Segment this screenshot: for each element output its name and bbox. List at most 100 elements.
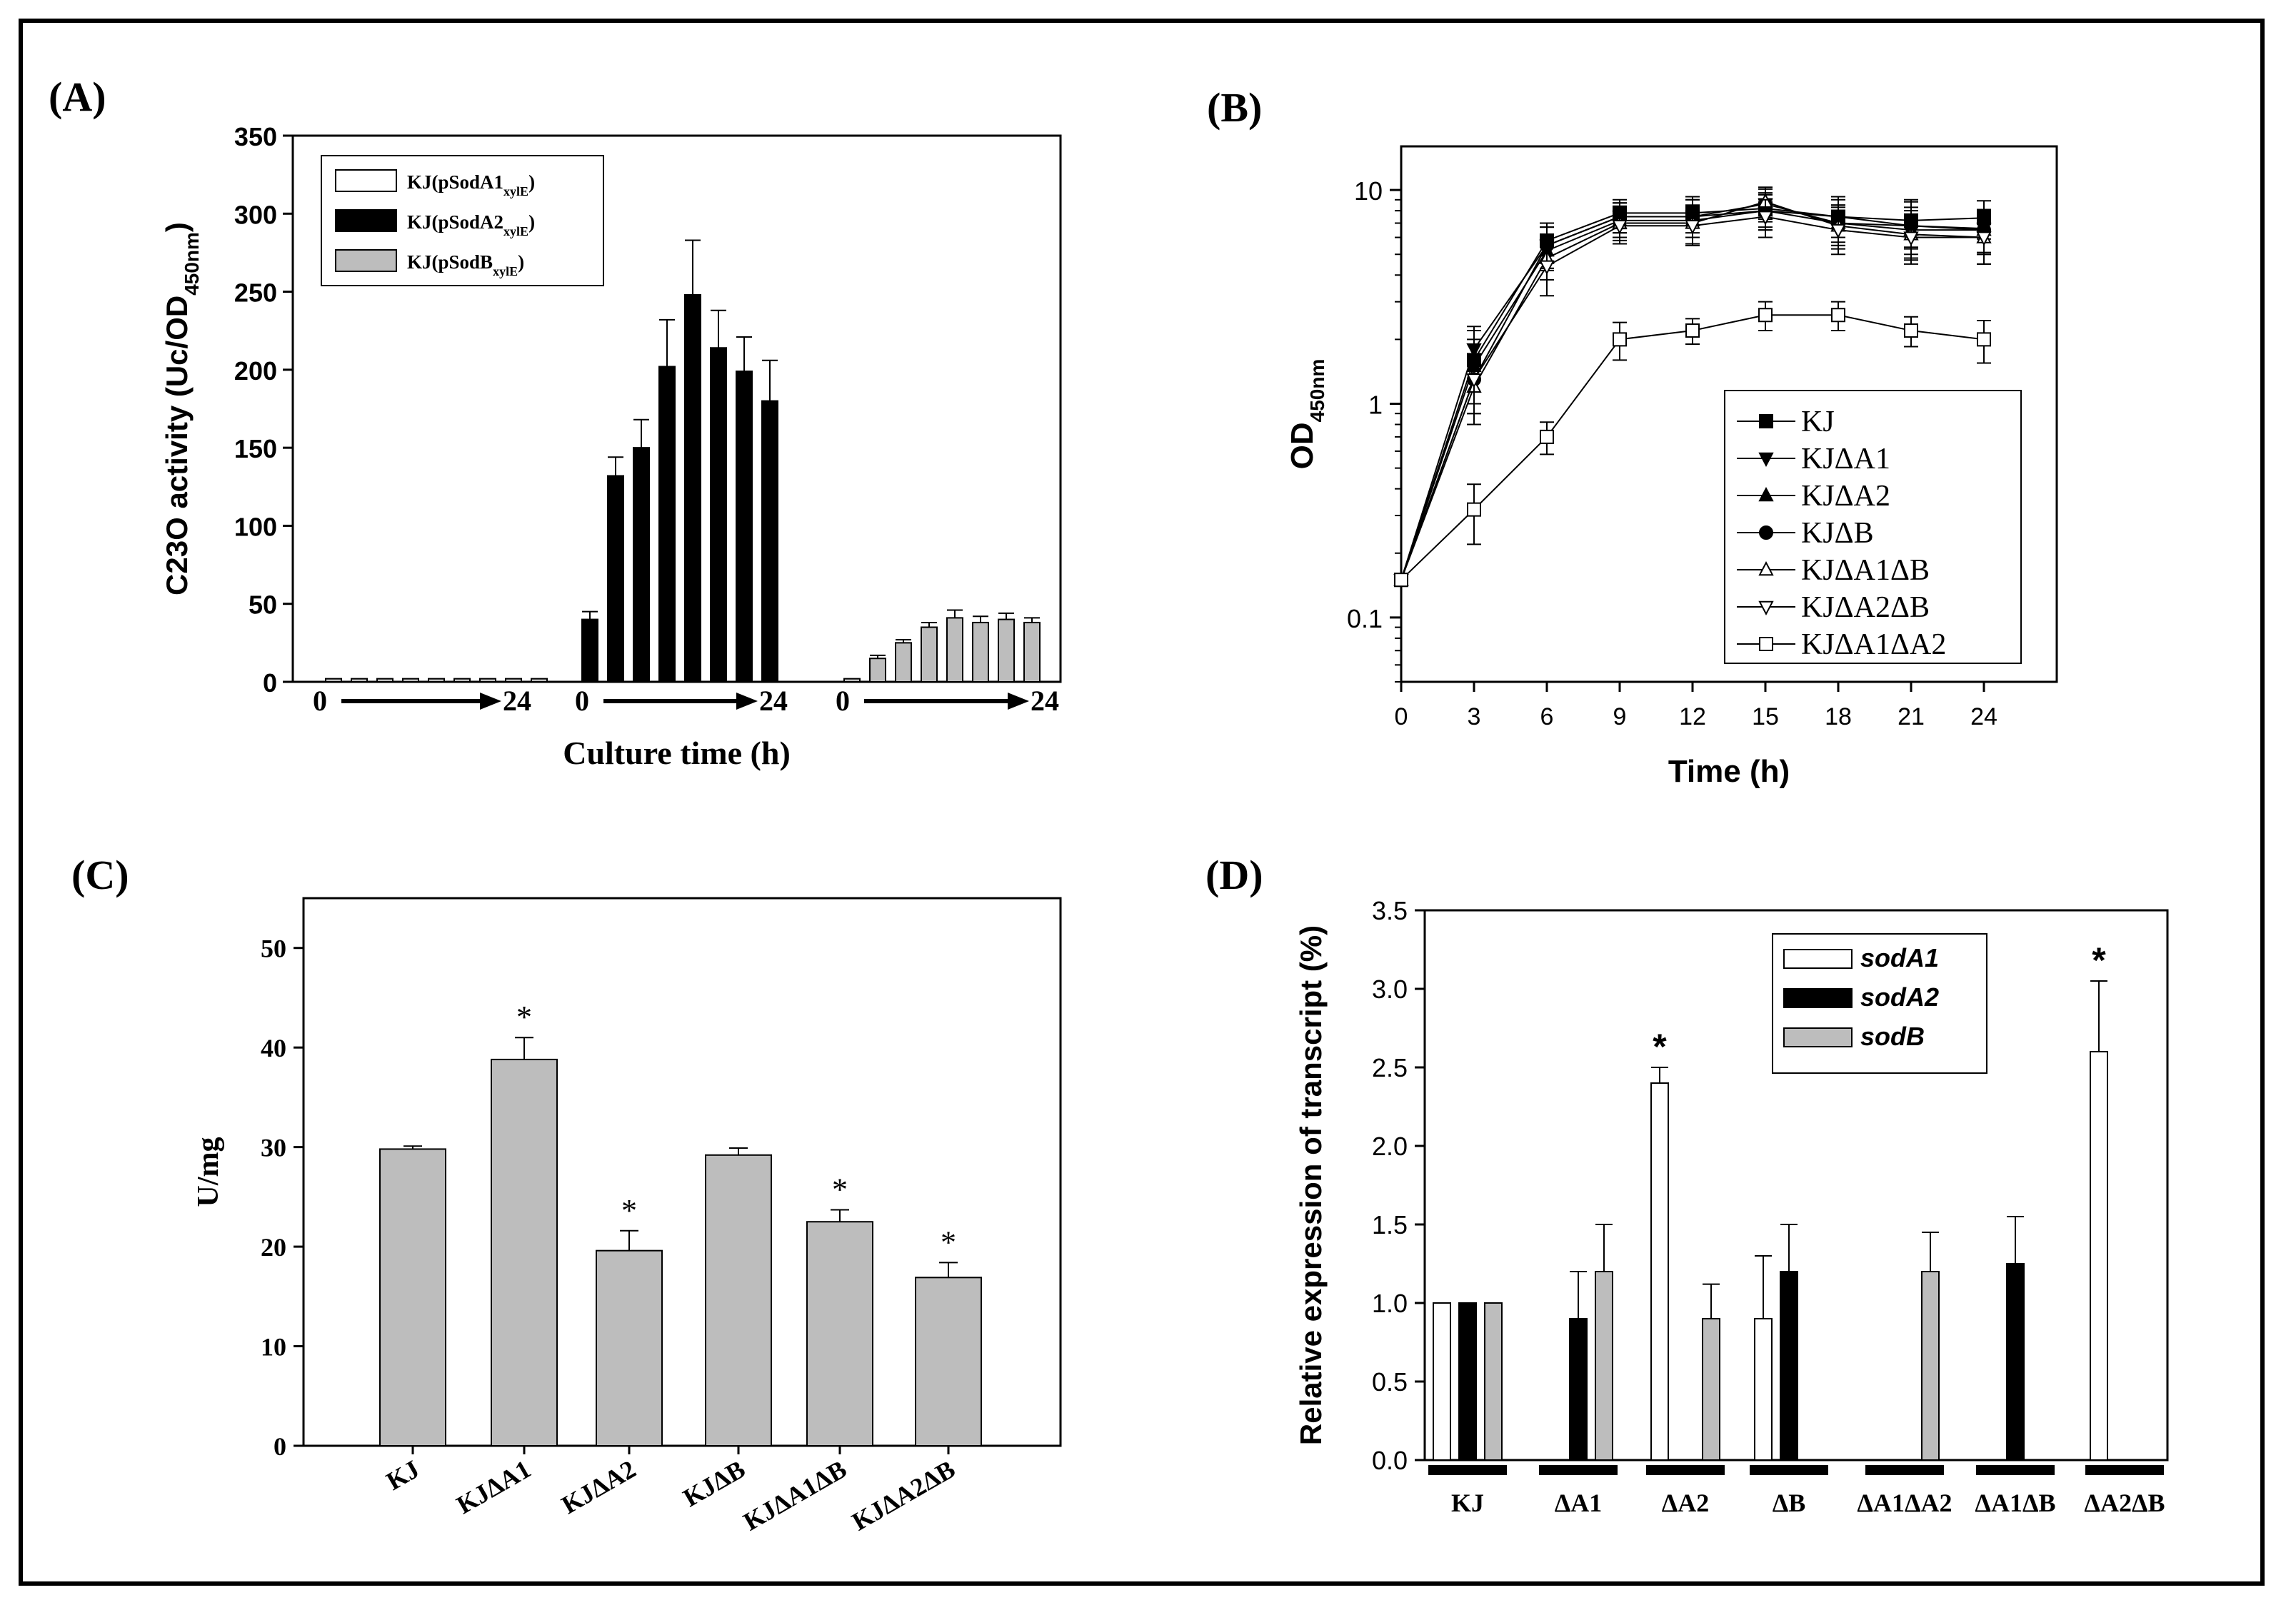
panel-a-bar xyxy=(479,678,496,683)
panel-b-legend-marker xyxy=(1758,600,1774,616)
panel-b-point xyxy=(1540,429,1554,444)
panel-a-bar xyxy=(351,678,368,683)
panel-b-legend-label: KJΔA2 xyxy=(1801,480,1890,513)
panel-a-legend-label: KJ(pSodBxylE) xyxy=(407,251,524,278)
panel-d-xtick-label: ΔA1ΔA2 xyxy=(1857,1489,1952,1517)
panel-d-ytick-label: 2.5 xyxy=(1372,1053,1408,1082)
panel-a-legend-label-end: ) xyxy=(528,211,535,233)
panel-a-ytick-label: 100 xyxy=(234,512,277,541)
panel-a-bar xyxy=(658,366,676,683)
panel-d-xtick-label: ΔA2ΔB xyxy=(2084,1489,2165,1517)
panel-b-xtick-label: 15 xyxy=(1752,703,1779,730)
panel-a-bar xyxy=(946,617,963,683)
panel-d-bar xyxy=(1650,1082,1669,1461)
panel-d-bar xyxy=(1921,1271,1940,1461)
panel-b-point xyxy=(1977,332,1991,347)
panel-a-legend-label: KJ(pSodA2xylE) xyxy=(407,211,535,238)
panel-b-point xyxy=(1685,220,1700,235)
panel-a-ylabel-end: ) xyxy=(160,222,194,232)
panel-a-legend-label-sub: xylE xyxy=(503,224,528,238)
panel-a-ytick-label: 200 xyxy=(234,356,277,386)
panel-c-label: (C) xyxy=(71,852,129,898)
panel-b-legend-marker xyxy=(1758,452,1774,468)
panel-a-ylabel-main: C23O activity (Uc/OD xyxy=(160,296,194,595)
panel-a-ytick-label: 150 xyxy=(234,434,277,463)
panel-c-ylabel: U/mg xyxy=(192,1137,225,1207)
panel-a-bar xyxy=(684,293,701,683)
panel-a-legend-label-sub: xylE xyxy=(503,184,528,198)
panel-b-xtick-label: 6 xyxy=(1540,703,1554,730)
panel-d-legend-label: sodA1 xyxy=(1860,943,1939,972)
panel-d-ytick-label: 3.5 xyxy=(1372,896,1408,925)
panel-d-legend-swatch xyxy=(1783,949,1853,969)
panel-b-point xyxy=(1685,323,1700,338)
panel-c-plot-frame xyxy=(302,897,1062,1447)
panel-c-ytick-label: 50 xyxy=(261,935,286,963)
panel-a-bar xyxy=(402,678,419,683)
panel-a-xlabel: Culture time (h) xyxy=(563,735,791,771)
panel-a-legend-label-main: KJ(pSodB xyxy=(407,251,493,273)
panel-b-xtick-label: 9 xyxy=(1613,703,1627,730)
panel-a-ylabel-sub: 450nm xyxy=(181,232,203,296)
panel-d-bar xyxy=(1702,1318,1720,1461)
panel-d-bar xyxy=(1754,1318,1773,1461)
panel-b-point xyxy=(1976,231,1992,246)
panel-d-legend-swatch xyxy=(1783,1027,1853,1047)
panel-a-group-start-label: 0 xyxy=(313,685,327,717)
panel-a-bar xyxy=(761,400,778,683)
panel-b-legend-marker xyxy=(1758,560,1774,576)
panel-a-legend-swatch xyxy=(335,209,397,232)
panel-b-legend-label: KJΔA1ΔA2 xyxy=(1801,628,1946,661)
panel-d-bar xyxy=(1433,1302,1451,1461)
panel-a-bar xyxy=(869,658,886,683)
panel-a-ytick-label: 350 xyxy=(234,122,277,151)
panel-a-bar xyxy=(1023,621,1041,683)
panel-a-bar xyxy=(710,347,727,683)
panel-a-legend-swatch xyxy=(335,249,397,272)
panel-a-label: (A) xyxy=(49,74,106,120)
panel-c-ytick-label: 0 xyxy=(274,1432,286,1461)
panel-a-bar xyxy=(376,678,393,683)
panel-a-legend-swatch xyxy=(335,169,397,192)
panel-b-legend-label: KJΔB xyxy=(1801,517,1874,550)
panel-c-ytick-label: 30 xyxy=(261,1134,286,1162)
panel-a-ytick-label: 50 xyxy=(249,590,277,620)
panel-c-xtick-label: KJ xyxy=(381,1454,424,1496)
panel-a-group-end-label: 24 xyxy=(503,685,531,717)
panel-d-significance-star: * xyxy=(2092,940,2106,980)
panel-c-xtick-label: KJΔB xyxy=(678,1454,750,1512)
panel-a-group-start-label: 0 xyxy=(836,685,850,717)
panel-c-xtick-label: KJΔA1ΔB xyxy=(738,1454,851,1536)
panel-a-legend-label-sub: xylE xyxy=(493,264,518,278)
panel-b-point xyxy=(1467,502,1481,517)
panel-b-point xyxy=(1466,373,1482,388)
panel-a-bar xyxy=(633,447,650,683)
panel-b-point xyxy=(1903,231,1919,246)
panel-b-legend-label: KJΔA1ΔB xyxy=(1801,554,1930,587)
panel-b-xtick-label: 3 xyxy=(1468,703,1481,730)
panel-d-xtick-label: ΔA2 xyxy=(1662,1489,1710,1517)
panel-d-ytick-label: 1.0 xyxy=(1372,1289,1408,1318)
panel-a-time-arrow-head xyxy=(736,693,758,710)
panel-a-bar xyxy=(581,618,598,683)
panel-b-ylabel-main: OD xyxy=(1285,422,1320,469)
panel-b-xlabel: Time (h) xyxy=(1668,754,1790,789)
panel-d-ytick-label: 3.0 xyxy=(1372,975,1408,1004)
panel-a-time-arrow-head xyxy=(1008,693,1029,710)
panel-d-bar xyxy=(1458,1302,1477,1461)
panel-d-legend-swatch xyxy=(1783,988,1853,1008)
panel-c-significance-star: * xyxy=(941,1224,956,1259)
panel-d-ytick-label: 1.5 xyxy=(1372,1210,1408,1239)
panel-c-xtick-label: KJΔA2ΔB xyxy=(847,1454,960,1536)
panel-b-ylabel: OD450nm xyxy=(1285,359,1328,470)
panel-a-ytick-label: 250 xyxy=(234,278,277,308)
panel-a-bar xyxy=(736,371,753,683)
panel-d-legend-label: sodA2 xyxy=(1860,982,1939,1012)
panel-b-point xyxy=(1539,260,1555,275)
panel-a-bar xyxy=(998,618,1015,683)
panel-c-ytick-label: 20 xyxy=(261,1233,286,1262)
panel-b-point xyxy=(1831,308,1845,323)
panel-a-group-end-label: 24 xyxy=(759,685,788,717)
panel-c-bar xyxy=(596,1249,663,1447)
